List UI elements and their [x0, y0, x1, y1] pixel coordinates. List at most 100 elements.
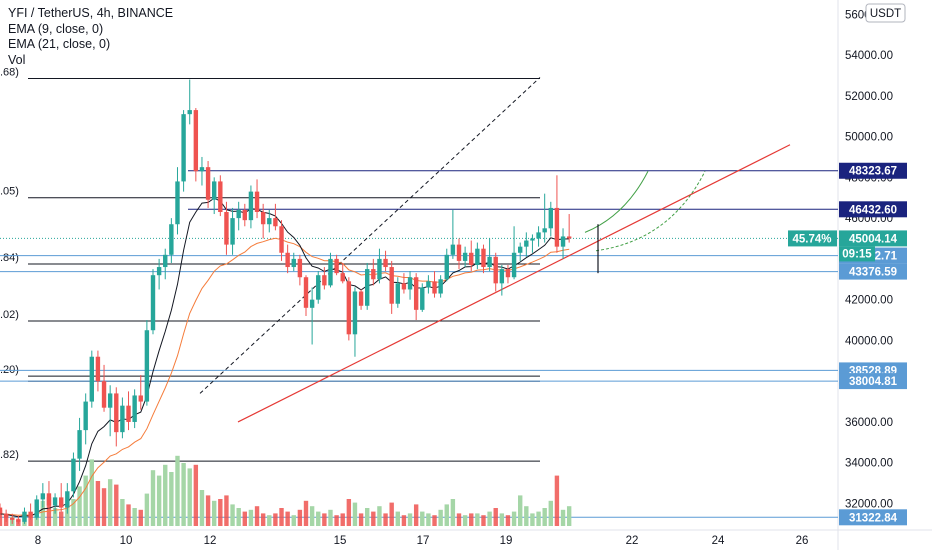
candle-body: [248, 191, 254, 221]
candle-body: [40, 493, 46, 500]
candle-body: [487, 256, 492, 268]
volume-bar: [462, 515, 468, 526]
volume-bar: [536, 511, 541, 526]
volume-bar: [291, 515, 296, 526]
price-line-badge-label: 43376.59: [849, 267, 897, 279]
volume-bar: [524, 506, 529, 526]
candle-body: [0, 507, 3, 514]
chart-legend: YFI / TetherUS, 4h, BINANCE EMA (9, clos…: [8, 6, 173, 68]
candle-body: [34, 499, 39, 518]
legend-vol[interactable]: Vol: [8, 52, 26, 67]
candle-body: [566, 236, 572, 239]
volume-bar: [395, 511, 400, 526]
candle-body: [114, 393, 119, 433]
volume-bar: [242, 511, 247, 526]
change-badge-label: 45.74%: [792, 233, 831, 245]
candle-body: [432, 281, 437, 294]
candle-body: [260, 212, 266, 225]
volume-bar: [352, 502, 358, 526]
price-line-badge: [839, 162, 907, 179]
volume-bar: [101, 488, 107, 526]
fib-levels: .68).05).84).02).20).82): [0, 66, 838, 518]
candle-body: [16, 519, 21, 522]
candle-body: [138, 395, 143, 402]
candle-body: [377, 258, 382, 280]
fib-level-label: .02): [0, 309, 19, 321]
volume-bar: [52, 508, 58, 526]
candle-body: [420, 287, 425, 310]
volume-bar: [499, 513, 505, 526]
y-tick-label: 34000.00: [845, 458, 893, 470]
volume-bar: [407, 513, 413, 526]
candle-body: [426, 281, 431, 288]
y-tick-label: 32000.00: [845, 499, 893, 511]
y-tick-label: 50000.00: [845, 132, 893, 144]
volume-bar: [358, 513, 364, 526]
candle-body: [365, 269, 370, 306]
candle-body: [316, 275, 321, 300]
volume-bar: [77, 486, 82, 526]
volume-bar: [150, 470, 156, 526]
candle-body: [548, 207, 553, 229]
candle-body: [518, 246, 523, 253]
projection-curve: [595, 171, 706, 252]
candle-body: [205, 167, 211, 200]
candle-body: [52, 497, 58, 506]
volume-bar: [371, 511, 376, 526]
legend-ema9[interactable]: EMA (9, close, 0): [8, 21, 104, 36]
price-badges: 48323.6746432.6044162.7143376.5938528.89…: [788, 162, 907, 526]
volume-bar: [511, 511, 517, 526]
volume-bar: [193, 464, 199, 526]
legend-symbol[interactable]: YFI / TetherUS, 4h, BINANCE: [8, 6, 174, 20]
dashed-trendline: [199, 77, 541, 394]
candle-body: [291, 258, 296, 268]
candle-body: [475, 248, 480, 265]
candle-body: [383, 258, 388, 268]
y-tick-label: 40000.00: [845, 335, 893, 347]
candle-body: [224, 212, 229, 245]
candle-body: [101, 381, 107, 408]
volume-bar: [505, 515, 511, 526]
volume-bar: [71, 499, 76, 526]
time-axis[interactable]: 8 10 12 15 17 19 22 24 26: [35, 535, 809, 547]
ema21-line: [0, 237, 570, 516]
candle-body: [493, 256, 498, 284]
volume-bar: [0, 509, 3, 526]
candle-body: [218, 181, 223, 212]
fib-level-label: .05): [0, 186, 19, 198]
volume-bar: [107, 479, 113, 526]
volume-bar: [456, 513, 462, 526]
volume-bar: [566, 506, 572, 526]
volume-bar: [169, 472, 174, 526]
fib-level-label: .84): [0, 252, 19, 264]
candle-body: [273, 218, 278, 227]
candle-body: [77, 430, 82, 459]
volume-bars: [0, 455, 572, 526]
candle-body: [297, 258, 303, 278]
candle-body: [285, 252, 290, 268]
countdown-badge-label: 09:15: [842, 248, 872, 260]
candle-body: [438, 279, 443, 294]
candle-body: [450, 244, 456, 255]
volume-bar: [377, 506, 382, 526]
candle-body: [303, 277, 309, 308]
volume-bar: [554, 475, 560, 526]
volume-bar: [303, 500, 309, 526]
price-line-badge-label: 48323.67: [849, 166, 897, 178]
candle-body: [309, 299, 315, 308]
volume-bar: [187, 468, 192, 526]
price-line-badge: [839, 373, 907, 390]
candle-body: [358, 291, 364, 306]
countdown-badge: [839, 246, 875, 262]
candle-body: [242, 209, 247, 221]
volume-bar: [322, 513, 327, 526]
legend-ema21[interactable]: EMA (21, close, 0): [8, 37, 111, 51]
drawings[interactable]: [199, 77, 791, 423]
price-line-badge: [839, 509, 907, 526]
last-price-badge: [839, 230, 907, 247]
price-line-badge: [839, 263, 907, 280]
x-tick-label: 12: [204, 535, 217, 547]
candle-body: [230, 218, 235, 245]
